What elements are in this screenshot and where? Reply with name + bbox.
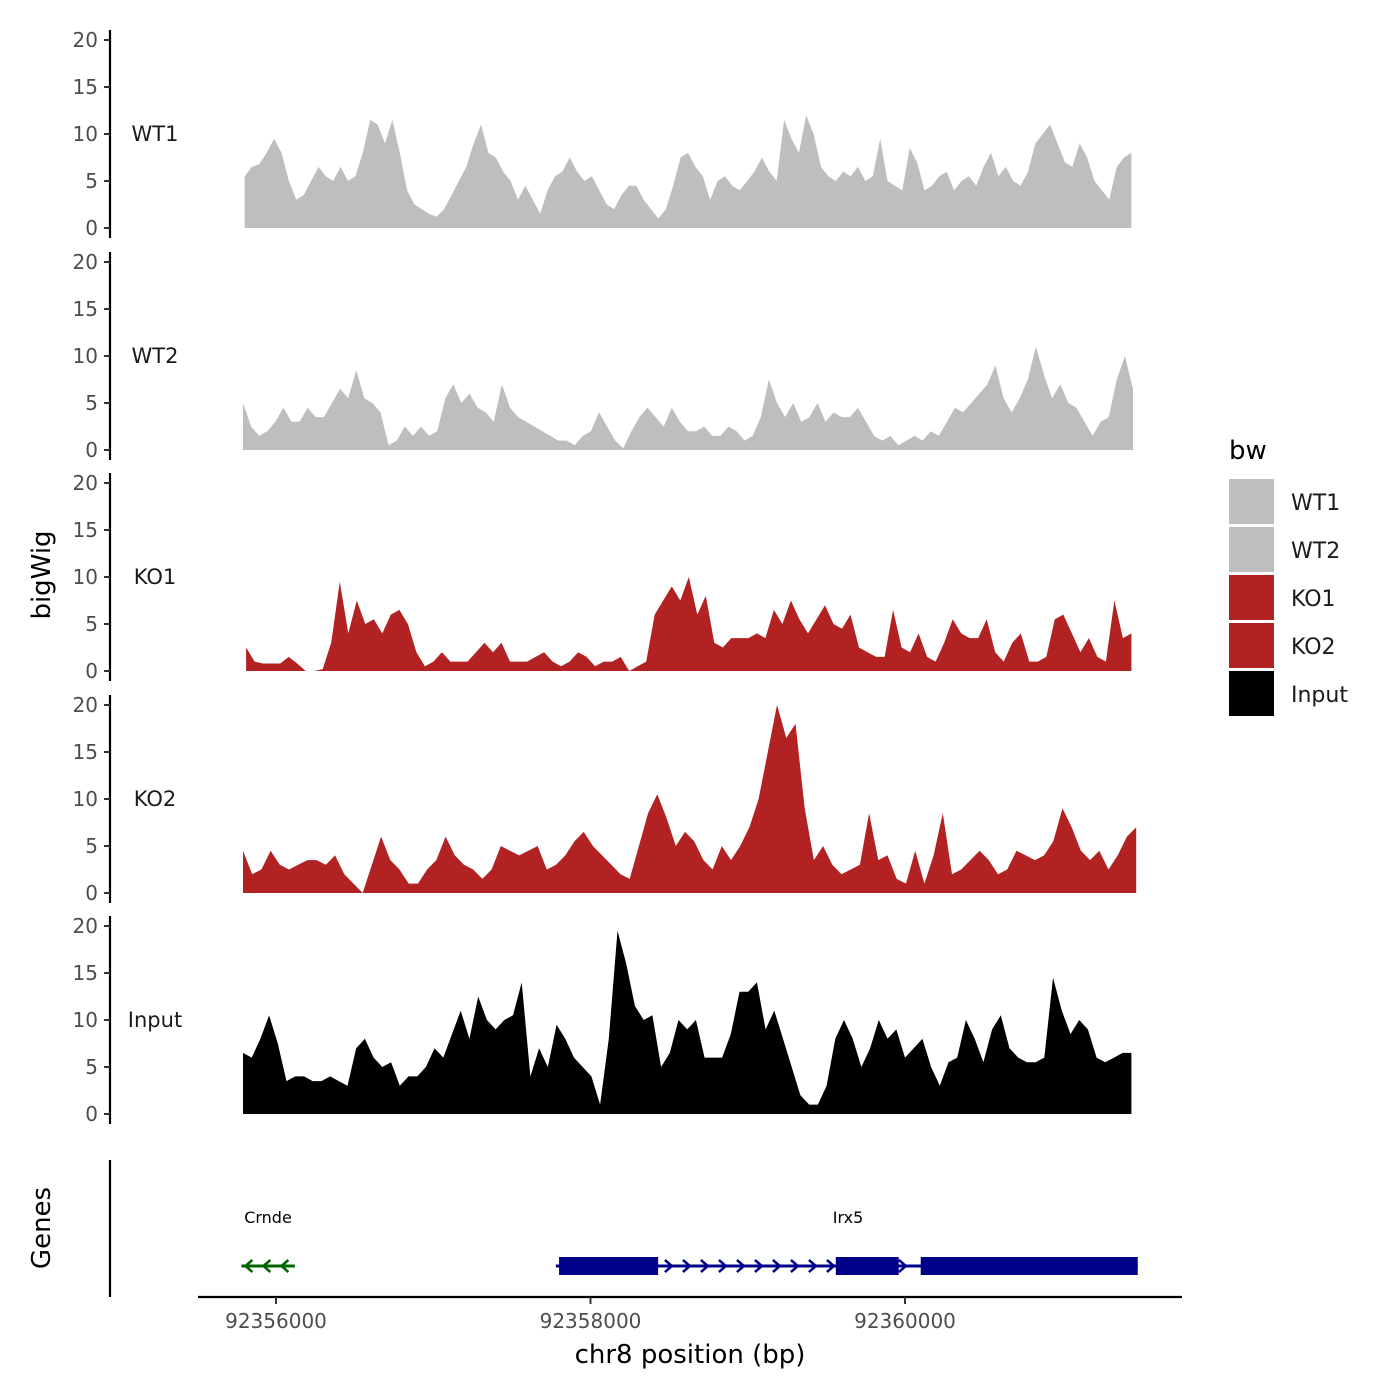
y-tick-label: 15 <box>73 518 98 542</box>
gene-label: Irx5 <box>833 1208 864 1227</box>
legend-swatch-ko1 <box>1229 575 1274 620</box>
y-tick-label: 5 <box>85 1055 98 1079</box>
y-tick-label: 10 <box>73 122 98 146</box>
track-label-wt1: WT1 <box>132 122 179 146</box>
gene-label: Crnde <box>244 1208 292 1227</box>
strand-arrow <box>261 1259 272 1273</box>
x-tick-label: 92358000 <box>540 1309 642 1333</box>
track-label-ko1: KO1 <box>134 565 177 589</box>
gene-exon <box>559 1257 659 1275</box>
y-axis-title: bigWig <box>27 530 57 619</box>
coverage-panels: 0 5 10 15 20 WT1 0 5 10 15 20 WT2 0 5 10 15 20 KO1 0 5 10 15 2… <box>73 28 1137 1126</box>
y-tick-label: 0 <box>85 438 98 462</box>
y-tick-label: 20 <box>73 693 98 717</box>
panel-ko1: 0 5 10 15 20 KO1 <box>73 471 1132 683</box>
y-tick-label: 20 <box>73 471 98 495</box>
coverage-area-wt1 <box>244 115 1132 228</box>
gene-track-title: Genes <box>27 1187 57 1269</box>
legend-label-wt1: WT1 <box>1291 491 1340 516</box>
legend-label-ko1: KO1 <box>1291 587 1336 612</box>
strand-arrow <box>826 1259 836 1273</box>
legend-title: bw <box>1229 436 1267 466</box>
strand-arrow <box>808 1259 818 1273</box>
x-axis-title: chr8 position (bp) <box>575 1340 806 1370</box>
gene-crnde: Crnde <box>241 1208 295 1273</box>
strand-arrow <box>736 1259 746 1273</box>
gene-exon <box>920 1257 1138 1275</box>
coverage-area-wt2 <box>243 346 1133 450</box>
y-tick-label: 15 <box>73 740 98 764</box>
legend-swatch-ko2 <box>1229 623 1274 668</box>
legend: bw WT1 WT2 KO1 KO2 Input <box>1229 436 1348 716</box>
y-tick-label: 20 <box>73 250 98 274</box>
legend-label-input: Input <box>1291 683 1348 708</box>
coverage-area-ko2 <box>243 705 1137 893</box>
gene-irx5: Irx5 <box>555 1208 1138 1275</box>
track-label-wt2: WT2 <box>132 344 179 368</box>
y-tick-label: 5 <box>85 612 98 636</box>
panel-ko2: 0 5 10 15 20 KO2 <box>73 693 1137 905</box>
y-tick-label: 15 <box>73 75 98 99</box>
panel-wt2: 0 5 10 15 20 WT2 <box>73 250 1133 462</box>
y-tick-label: 0 <box>85 1102 98 1126</box>
legend-swatch-input <box>1229 671 1274 716</box>
strand-arrow <box>754 1259 764 1273</box>
x-tick-label: 92356000 <box>225 1309 327 1333</box>
y-tick-label: 10 <box>73 344 98 368</box>
legend-label-ko2: KO2 <box>1291 635 1336 660</box>
y-tick-label: 20 <box>73 28 98 52</box>
strand-arrow <box>279 1259 290 1273</box>
legend-swatch-wt1 <box>1229 479 1274 524</box>
track-label-ko2: KO2 <box>134 787 177 811</box>
y-tick-label: 5 <box>85 169 98 193</box>
y-tick-label: 0 <box>85 881 98 905</box>
y-tick-label: 20 <box>73 914 98 938</box>
y-tick-label: 0 <box>85 659 98 683</box>
panel-input: 0 5 10 15 20 Input <box>73 914 1132 1126</box>
panel-wt1: 0 5 10 15 20 WT1 <box>73 28 1132 240</box>
strand-arrow <box>243 1259 254 1273</box>
strand-arrow <box>898 1259 908 1273</box>
x-axis: 92356000 92358000 92360000 <box>198 1295 1182 1333</box>
strand-arrow <box>682 1259 692 1273</box>
track-label-input: Input <box>128 1008 182 1032</box>
strand-arrow <box>718 1259 728 1273</box>
coverage-area-input <box>243 930 1132 1114</box>
gene-exon <box>835 1257 899 1275</box>
strand-arrow <box>790 1259 800 1273</box>
y-tick-label: 5 <box>85 391 98 415</box>
x-tick-label: 92360000 <box>854 1309 956 1333</box>
y-tick-label: 5 <box>85 834 98 858</box>
y-tick-label: 10 <box>73 565 98 589</box>
y-tick-label: 15 <box>73 961 98 985</box>
y-tick-label: 10 <box>73 787 98 811</box>
y-tick-label: 0 <box>85 216 98 240</box>
strand-arrow <box>664 1259 674 1273</box>
y-tick-label: 10 <box>73 1008 98 1032</box>
gene-track: Crnde Irx5 <box>108 1160 1138 1297</box>
y-tick-label: 15 <box>73 297 98 321</box>
strand-arrow <box>700 1259 710 1273</box>
legend-swatch-wt2 <box>1229 527 1274 572</box>
legend-label-wt2: WT2 <box>1291 539 1340 564</box>
strand-arrow <box>772 1259 782 1273</box>
coverage-area-ko1 <box>246 577 1132 671</box>
